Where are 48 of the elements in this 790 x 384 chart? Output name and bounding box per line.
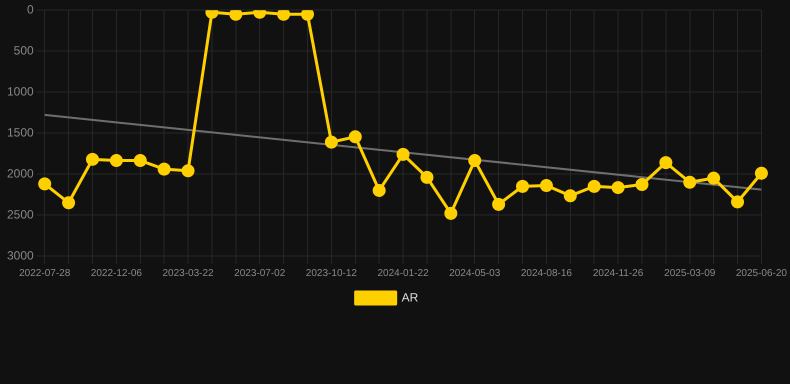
point	[754, 166, 768, 180]
point	[731, 195, 744, 208]
x-tick-label: 2023-03-22	[162, 268, 214, 279]
point	[372, 184, 386, 197]
point	[516, 180, 530, 193]
y-tick-label: 2500	[6, 207, 34, 222]
x-tick-label: 2023-10-12	[306, 268, 358, 279]
point	[612, 181, 625, 194]
point	[158, 162, 171, 176]
point	[182, 164, 195, 178]
legend-label: AR	[402, 290, 419, 304]
x-tick-label: 2025-06-20	[736, 268, 788, 279]
point	[564, 189, 577, 202]
x-tick-label: 2024-08-16	[520, 268, 572, 279]
y-tick-label: 500	[14, 43, 34, 58]
y-tick-label: 2000	[6, 166, 34, 180]
y-tick-label: 1500	[6, 125, 34, 140]
point	[110, 154, 123, 168]
point	[277, 10, 290, 21]
x-tick-label: 2022-07-28	[19, 268, 71, 279]
point	[588, 180, 601, 193]
point	[420, 170, 434, 184]
point	[300, 10, 314, 21]
point	[492, 198, 506, 211]
x-tick-label: 2024-01-22	[377, 268, 430, 279]
point	[444, 206, 458, 220]
point	[38, 177, 52, 190]
point	[683, 176, 696, 189]
point	[229, 10, 242, 21]
point	[324, 136, 338, 149]
y-tick-label: 3000	[6, 248, 34, 262]
point	[468, 154, 482, 168]
point	[396, 148, 410, 161]
point	[348, 130, 362, 144]
point	[86, 152, 99, 166]
point	[635, 178, 648, 191]
point	[659, 156, 672, 170]
x-tick-label: 2025-03-09	[664, 268, 716, 279]
point	[134, 154, 147, 168]
point	[707, 172, 720, 185]
y-tick-label: 1000	[6, 84, 34, 98]
point	[540, 179, 553, 192]
point	[62, 196, 76, 210]
x-tick-label: 2022-12-06	[90, 268, 142, 279]
x-tick-label: 2024-11-26	[592, 268, 644, 279]
x-tick-label: 2024-05-03	[449, 268, 501, 279]
y-tick-label: 0	[27, 2, 34, 17]
x-tick-label: 2023-07-02	[234, 268, 286, 279]
